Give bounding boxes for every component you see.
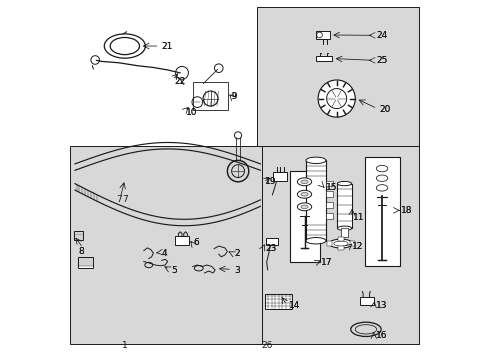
Bar	[325, 213, 332, 219]
Text: 22: 22	[175, 77, 186, 86]
Text: 6: 6	[193, 238, 199, 247]
Bar	[264, 294, 291, 309]
Text: 20: 20	[379, 105, 390, 114]
Ellipse shape	[297, 203, 311, 211]
Text: 7: 7	[116, 195, 122, 204]
Text: 8: 8	[78, 247, 84, 256]
Text: 10: 10	[185, 108, 197, 117]
Bar	[349, 242, 354, 246]
Text: 4: 4	[162, 249, 167, 258]
Text: 18: 18	[400, 206, 411, 215]
Bar	[175, 237, 189, 245]
Text: 23: 23	[264, 244, 276, 253]
Text: 15: 15	[325, 183, 337, 192]
Bar	[315, 56, 331, 62]
Text: 14: 14	[288, 301, 300, 310]
Bar	[325, 192, 332, 197]
Text: 22: 22	[175, 77, 186, 86]
Ellipse shape	[337, 226, 351, 230]
Text: 12: 12	[351, 242, 362, 251]
Bar	[365, 157, 399, 266]
Text: 25: 25	[375, 56, 386, 65]
Text: 13: 13	[375, 301, 386, 310]
Bar	[272, 172, 286, 181]
Text: 21: 21	[162, 41, 173, 50]
Bar	[359, 297, 373, 305]
Text: 1: 1	[122, 341, 127, 350]
Circle shape	[326, 89, 346, 109]
Ellipse shape	[376, 185, 387, 191]
Text: 5: 5	[171, 266, 177, 275]
Bar	[340, 228, 347, 237]
Ellipse shape	[376, 165, 387, 172]
Ellipse shape	[300, 205, 307, 208]
Text: 6: 6	[193, 238, 199, 247]
Text: 23: 23	[264, 244, 276, 253]
Ellipse shape	[328, 239, 352, 248]
Text: 4: 4	[162, 249, 167, 258]
Text: 11: 11	[353, 213, 364, 222]
Ellipse shape	[297, 190, 311, 198]
Text: 14: 14	[288, 301, 300, 310]
Ellipse shape	[305, 157, 325, 163]
Bar	[305, 160, 325, 241]
Ellipse shape	[297, 178, 311, 186]
Bar	[261, 146, 418, 344]
Text: 9: 9	[230, 91, 236, 100]
Text: 21: 21	[162, 41, 173, 50]
Text: 19: 19	[264, 177, 276, 186]
Text: 12: 12	[351, 242, 362, 251]
Ellipse shape	[376, 175, 387, 181]
Text: 17: 17	[321, 258, 332, 267]
Text: 9: 9	[230, 91, 236, 100]
Bar	[337, 246, 343, 250]
Text: 5: 5	[171, 266, 177, 275]
Text: 3: 3	[234, 266, 240, 275]
Text: 26: 26	[261, 341, 272, 350]
Bar	[337, 184, 351, 228]
Ellipse shape	[305, 238, 325, 244]
Bar	[325, 202, 332, 208]
Text: 19: 19	[264, 177, 276, 186]
Text: 16: 16	[375, 331, 386, 340]
Ellipse shape	[300, 180, 307, 184]
Text: 2: 2	[234, 249, 240, 258]
Text: 18: 18	[400, 206, 411, 215]
Text: 7: 7	[122, 195, 128, 204]
Ellipse shape	[333, 241, 347, 246]
Text: 10: 10	[185, 108, 197, 117]
Bar	[192, 82, 228, 111]
Bar	[326, 242, 332, 246]
Text: 3: 3	[234, 266, 240, 275]
Ellipse shape	[300, 193, 307, 196]
Ellipse shape	[337, 181, 351, 186]
Text: 15: 15	[325, 183, 337, 192]
Text: 13: 13	[375, 301, 386, 310]
Bar	[325, 181, 332, 186]
Bar	[337, 237, 343, 242]
Bar	[315, 31, 329, 39]
Bar	[265, 238, 278, 245]
Circle shape	[317, 80, 354, 117]
Text: 24: 24	[375, 31, 386, 40]
Text: 11: 11	[353, 213, 364, 222]
Text: 8: 8	[78, 247, 84, 256]
Text: 24: 24	[375, 31, 386, 40]
Text: 2: 2	[234, 249, 240, 258]
Bar	[257, 7, 418, 146]
Text: 16: 16	[375, 331, 386, 340]
Bar	[70, 146, 261, 344]
Bar	[78, 257, 93, 267]
Text: 17: 17	[321, 258, 332, 267]
Text: 20: 20	[379, 105, 390, 114]
Text: 25: 25	[375, 56, 386, 65]
Bar	[290, 171, 320, 262]
Bar	[74, 231, 83, 240]
